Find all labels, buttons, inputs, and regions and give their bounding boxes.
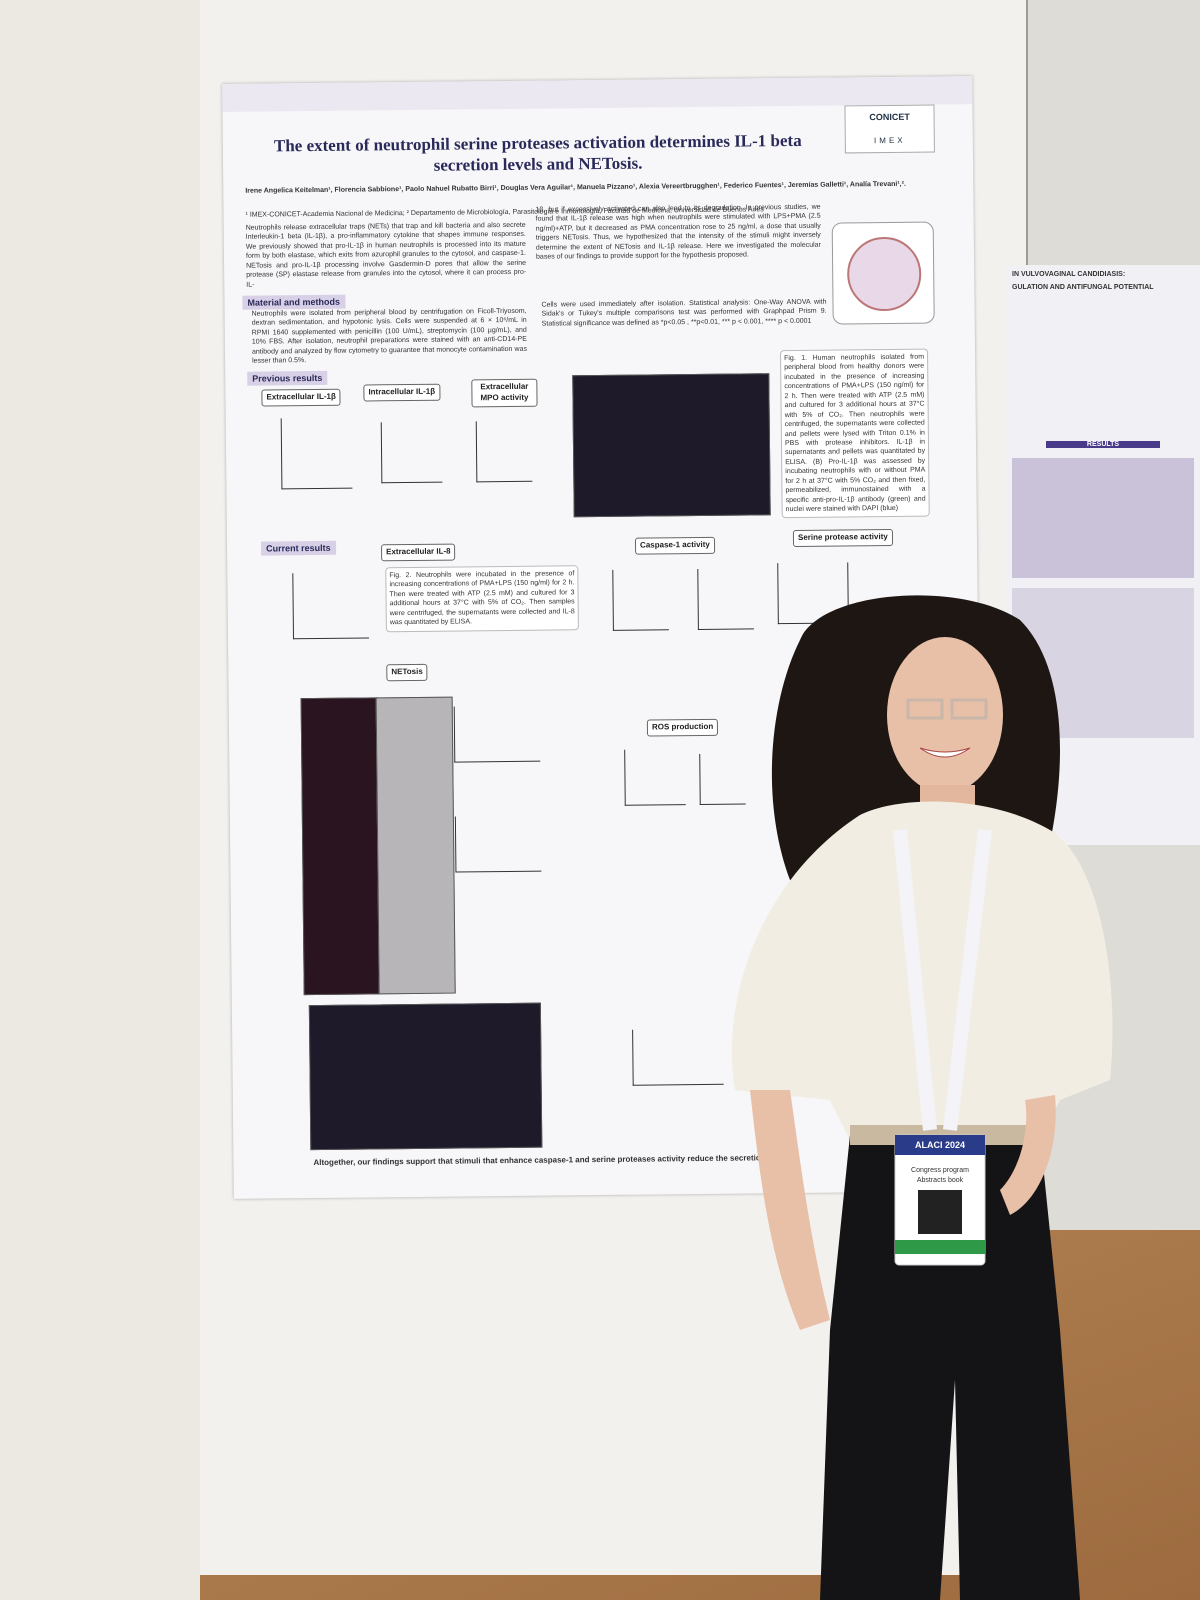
glasses (906, 698, 988, 720)
qr-code (918, 1190, 962, 1234)
arm (1000, 1095, 1056, 1215)
badge-text: Congress program (911, 1167, 969, 1174)
lanyard (893, 829, 992, 1131)
face (887, 637, 1003, 793)
neighbor-figure (1012, 458, 1194, 578)
arm (750, 1090, 830, 1330)
badge-header (895, 1135, 985, 1155)
shirt (731, 801, 1113, 1140)
wall-left (0, 0, 200, 1600)
neighbor-section: RESULTS (1046, 441, 1160, 448)
neighbor-title: IN VULVOVAGINAL CANDIDIASIS: (1012, 271, 1126, 278)
neighbor-poster: IN VULVOVAGINAL CANDIDIASIS: GULATION AN… (1006, 265, 1200, 845)
neighbor-subtitle: GULATION AND ANTIFUNGAL POTENTIAL (1012, 284, 1154, 291)
badge-text: Abstracts book (917, 1177, 964, 1184)
smile (919, 747, 971, 758)
badge-event: ALACI 2024 (915, 1140, 965, 1150)
pants (820, 1135, 1080, 1600)
badge-footer (895, 1240, 985, 1254)
